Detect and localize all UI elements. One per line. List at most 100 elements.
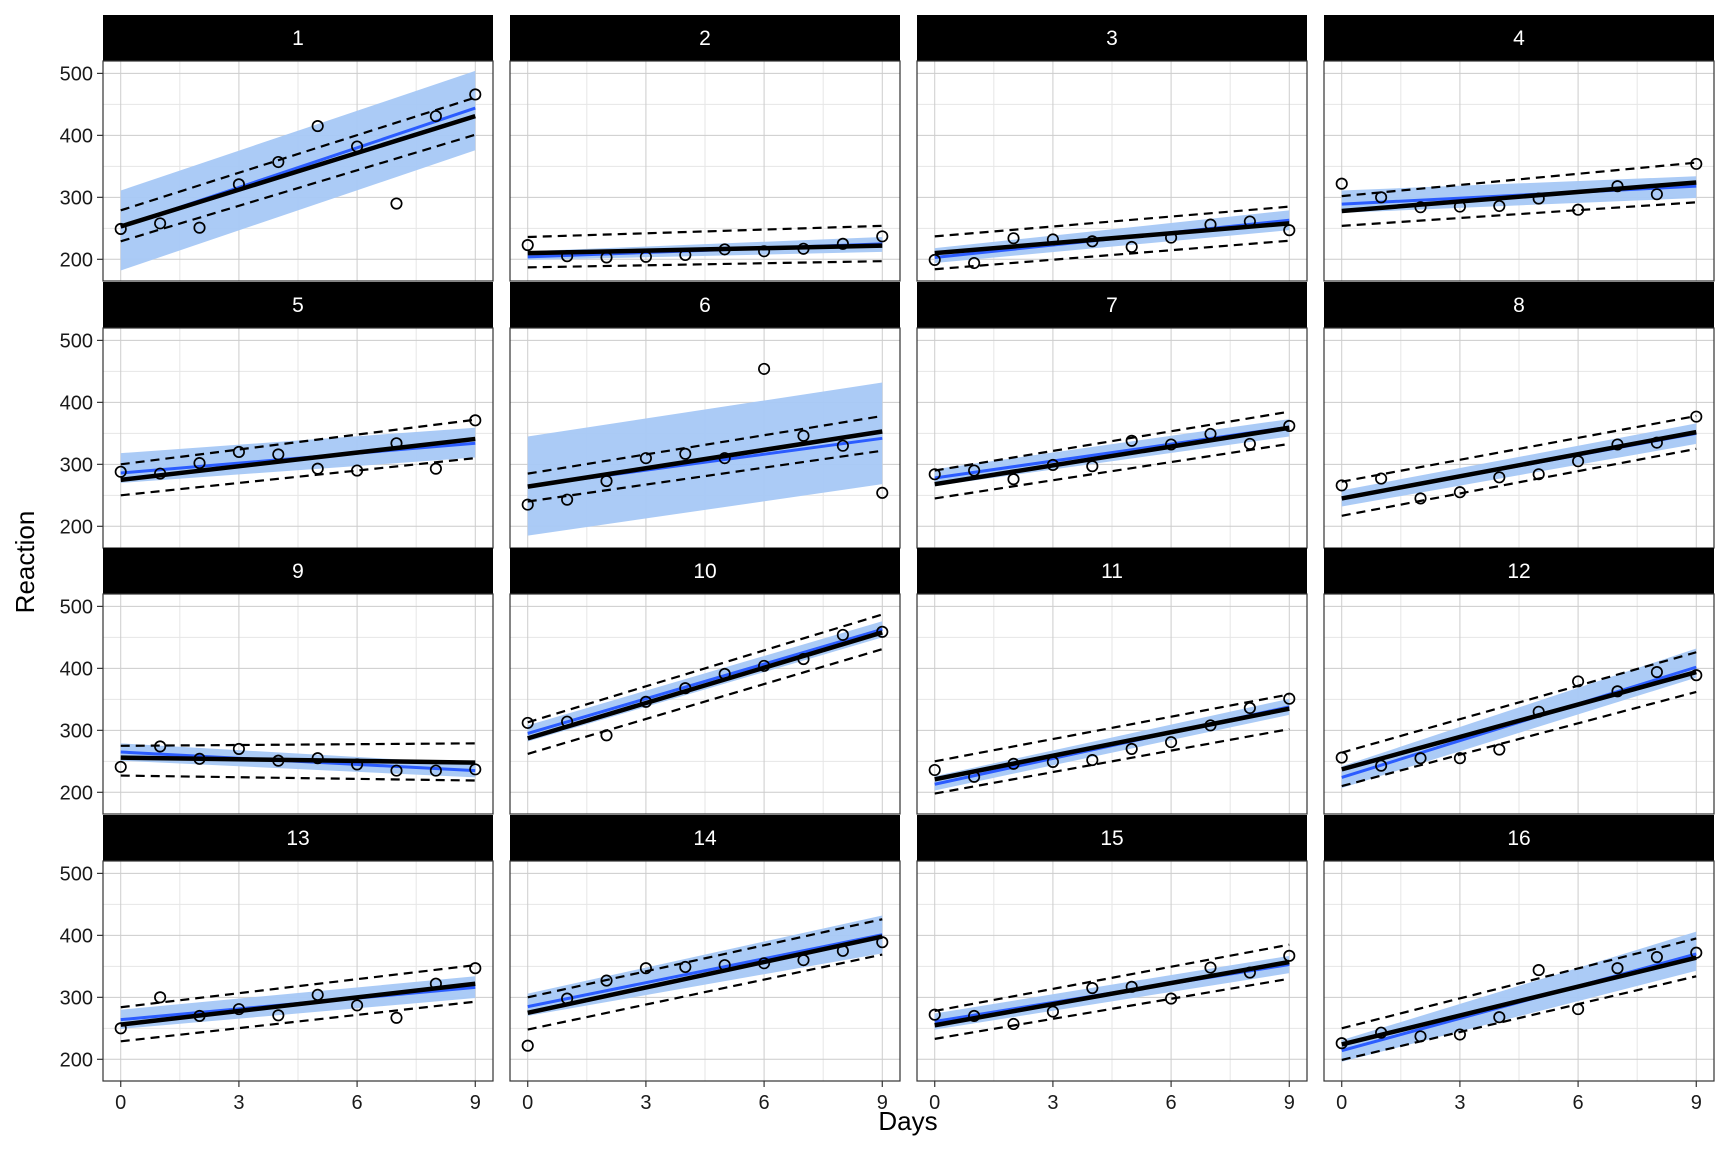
- data-point: [639, 250, 652, 263]
- facet-strip-label: 11: [1101, 560, 1123, 583]
- data-point: [114, 465, 127, 478]
- blue-fit-line: [527, 627, 883, 735]
- black-fit-line: [527, 934, 883, 1016]
- facet-strip: [917, 15, 1307, 61]
- facet-panel-11: 11: [916, 548, 1308, 815]
- x-tick-label: 0: [1336, 1092, 1347, 1114]
- y-tick-label: 500: [60, 330, 93, 352]
- data-point: [154, 991, 167, 1004]
- black-fit-line: [527, 429, 883, 489]
- black-fit-line: [934, 959, 1290, 1028]
- data-point: [1690, 669, 1703, 682]
- data-point: [639, 452, 652, 465]
- panel-border: [916, 60, 1308, 282]
- dashed-upper-line: [1341, 414, 1697, 483]
- data-point: [1283, 692, 1296, 705]
- data-point: [928, 253, 941, 266]
- data-point: [1493, 743, 1506, 756]
- data-point: [1493, 199, 1506, 213]
- dashed-upper-line: [527, 613, 883, 724]
- data-point: [797, 653, 810, 666]
- data-point: [1007, 232, 1020, 245]
- data-point: [968, 464, 981, 477]
- black-fit-line: [120, 436, 476, 483]
- facet-panel-3: 3: [916, 15, 1308, 282]
- data-point: [968, 770, 981, 783]
- panel-border: [1323, 593, 1715, 815]
- facet-strip-label: 2: [699, 27, 711, 50]
- dashed-upper-line: [934, 943, 1290, 1013]
- data-point: [836, 628, 849, 641]
- dashed-lower-line: [527, 953, 883, 1031]
- data-point: [429, 110, 442, 123]
- facet-strip: [510, 548, 900, 594]
- black-fit-line: [527, 243, 883, 256]
- confidence-band: [1341, 648, 1697, 788]
- facet-strip-label: 12: [1507, 560, 1530, 583]
- panel-border: [916, 860, 1308, 1082]
- data-point: [876, 486, 889, 499]
- data-point: [1650, 188, 1663, 201]
- facet-panel-1: 1 200 300 400 500: [60, 15, 494, 282]
- data-point: [1204, 961, 1217, 974]
- data-point: [272, 754, 285, 767]
- data-point: [521, 239, 534, 252]
- facet-strip-label: 4: [1513, 27, 1525, 50]
- data-point: [1243, 437, 1256, 450]
- facet-panel-10: 10: [509, 548, 901, 815]
- data-point: [928, 468, 941, 481]
- data-point: [193, 752, 206, 765]
- data-point: [679, 248, 692, 262]
- data-point: [1125, 434, 1138, 447]
- facet-strip-label: 8: [1513, 294, 1525, 317]
- data-point: [1204, 427, 1217, 441]
- x-tick-label: 9: [1691, 1092, 1702, 1114]
- data-point: [521, 1039, 534, 1052]
- data-point: [429, 462, 442, 475]
- facet-strip: [103, 15, 493, 61]
- data-point: [1283, 224, 1296, 237]
- data-point: [193, 1009, 206, 1022]
- data-point: [311, 988, 324, 1001]
- data-point: [679, 447, 692, 460]
- data-point: [390, 764, 403, 777]
- data-point: [1046, 233, 1059, 246]
- data-point: [469, 763, 482, 776]
- data-point: [1572, 675, 1585, 688]
- data-point: [521, 716, 534, 729]
- data-point: [1532, 192, 1545, 205]
- data-point: [1165, 736, 1178, 749]
- panel-border: [509, 593, 901, 815]
- data-point: [1335, 177, 1348, 190]
- data-point: [1086, 754, 1099, 767]
- x-tick-label: 9: [877, 1092, 888, 1114]
- x-tick-label: 3: [233, 1092, 244, 1114]
- data-point: [718, 452, 731, 465]
- data-point: [1335, 1037, 1348, 1050]
- dashed-upper-line: [934, 693, 1290, 763]
- y-tick-label: 500: [60, 63, 93, 85]
- data-point: [679, 960, 692, 974]
- black-fit-line: [1341, 955, 1697, 1047]
- data-point: [1375, 191, 1388, 204]
- data-point: [390, 1011, 403, 1024]
- data-point: [1007, 1017, 1020, 1031]
- data-point: [1335, 751, 1348, 764]
- data-point: [232, 178, 245, 191]
- y-tick-label: 200: [60, 782, 93, 804]
- data-point: [1375, 472, 1388, 485]
- data-point: [561, 493, 574, 506]
- data-point: [1165, 231, 1178, 244]
- data-point: [114, 222, 127, 235]
- data-point: [600, 475, 613, 488]
- y-tick-label: 200: [60, 249, 93, 271]
- data-point: [1611, 438, 1624, 451]
- data-point: [718, 243, 731, 256]
- facet-strip: [1324, 15, 1714, 61]
- facet-strip-label: 6: [699, 294, 711, 317]
- x-tick-label: 6: [1573, 1092, 1584, 1114]
- data-point: [1690, 157, 1703, 170]
- data-point: [154, 467, 167, 480]
- data-point: [193, 457, 206, 470]
- data-point: [1493, 1011, 1506, 1024]
